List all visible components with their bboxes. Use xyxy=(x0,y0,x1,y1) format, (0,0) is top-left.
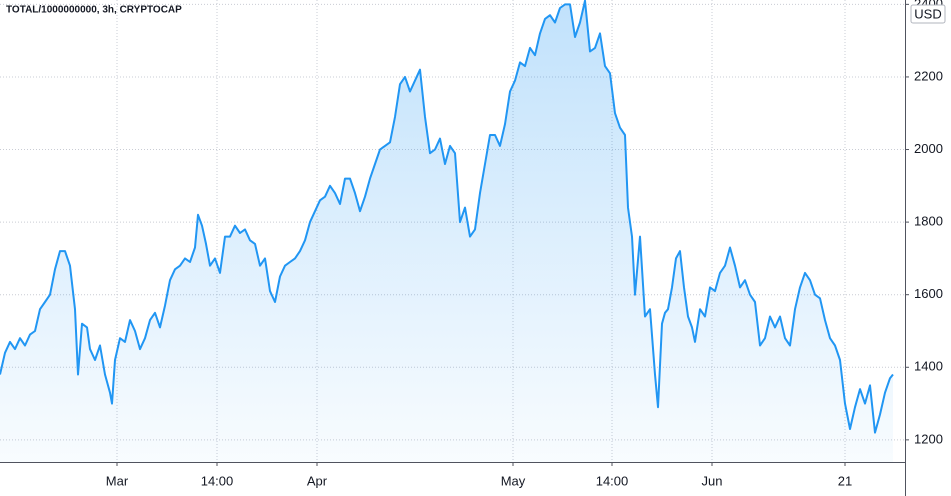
y-axis-label[interactable]: USD xyxy=(914,6,941,21)
y-tick-label: 2200 xyxy=(914,68,943,83)
y-tick-label: 1200 xyxy=(914,431,943,446)
currency-box[interactable] xyxy=(910,4,946,24)
y-tick-label: 1400 xyxy=(914,359,943,374)
y-tick-label: 1800 xyxy=(914,214,943,229)
labels: 1200140016001800200022002400Mar14:00AprM… xyxy=(106,0,943,488)
x-tick-label: 14:00 xyxy=(201,473,234,488)
y-tick-label: 1600 xyxy=(914,286,943,301)
x-tick-label: 21 xyxy=(838,473,852,488)
y-tick-label: 2000 xyxy=(914,141,943,156)
x-tick-label: May xyxy=(501,473,526,488)
chart-title: TOTAL/1000000000, 3h, CRYPTOCAP xyxy=(6,5,182,16)
x-tick-label: Mar xyxy=(106,473,129,488)
x-tick-label: Apr xyxy=(307,473,328,488)
x-tick-label: Jun xyxy=(702,473,723,488)
x-tick-label: 14:00 xyxy=(596,473,629,488)
plot xyxy=(0,0,894,462)
line xyxy=(0,0,894,434)
area-fill xyxy=(0,0,893,462)
